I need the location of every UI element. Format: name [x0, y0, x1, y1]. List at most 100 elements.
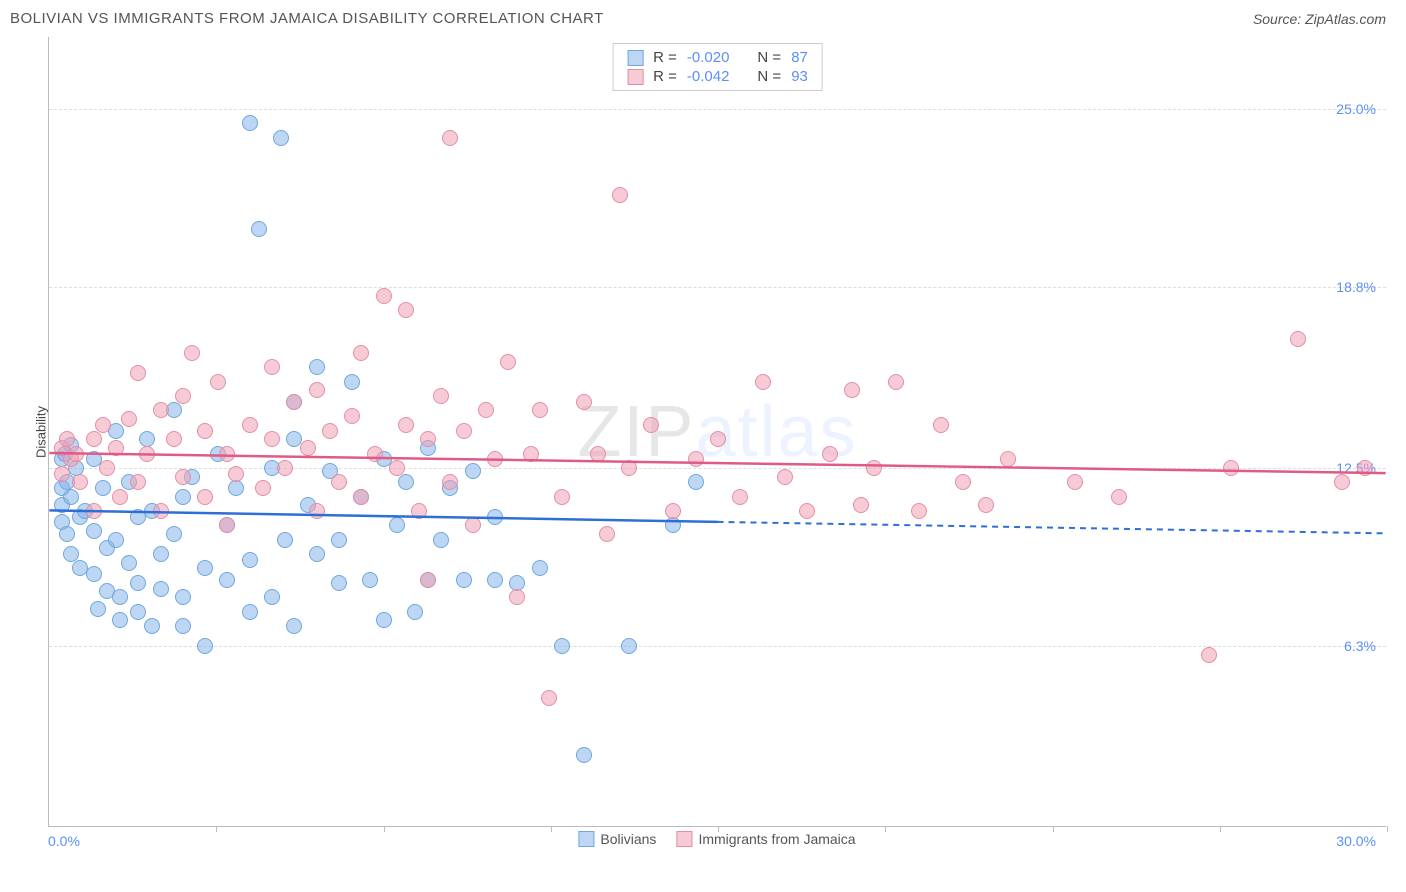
data-point-jamaica: [175, 388, 191, 404]
data-point-bolivians: [175, 618, 191, 634]
data-point-jamaica: [576, 394, 592, 410]
data-point-bolivians: [456, 572, 472, 588]
data-point-bolivians: [309, 546, 325, 562]
data-point-jamaica: [500, 354, 516, 370]
data-point-jamaica: [99, 460, 115, 476]
xtick: [1387, 826, 1388, 832]
data-point-bolivians: [130, 575, 146, 591]
data-point-bolivians: [166, 526, 182, 542]
data-point-jamaica: [599, 526, 615, 542]
data-point-bolivians: [621, 638, 637, 654]
data-point-jamaica: [420, 431, 436, 447]
data-point-jamaica: [219, 517, 235, 533]
data-point-jamaica: [286, 394, 302, 410]
data-point-jamaica: [1357, 460, 1373, 476]
data-point-bolivians: [362, 572, 378, 588]
data-point-jamaica: [433, 388, 449, 404]
data-point-bolivians: [90, 601, 106, 617]
data-point-jamaica: [59, 431, 75, 447]
data-point-jamaica: [1223, 460, 1239, 476]
data-point-bolivians: [108, 532, 124, 548]
data-point-jamaica: [411, 503, 427, 519]
data-point-bolivians: [242, 604, 258, 620]
data-point-jamaica: [844, 382, 860, 398]
data-point-jamaica: [108, 440, 124, 456]
source-attribution: Source: ZipAtlas.com: [1253, 11, 1386, 27]
data-point-jamaica: [688, 451, 704, 467]
data-point-jamaica: [112, 489, 128, 505]
data-point-bolivians: [331, 532, 347, 548]
data-point-bolivians: [487, 572, 503, 588]
data-point-bolivians: [112, 612, 128, 628]
x-axis-min: 0.0%: [48, 833, 80, 849]
data-point-bolivians: [112, 589, 128, 605]
data-point-jamaica: [309, 382, 325, 398]
data-point-bolivians: [688, 474, 704, 490]
plot-layer: [49, 37, 1386, 826]
data-point-jamaica: [1334, 474, 1350, 490]
y-axis-label: Disability: [34, 405, 49, 457]
data-point-jamaica: [978, 497, 994, 513]
data-point-jamaica: [353, 489, 369, 505]
data-point-jamaica: [86, 503, 102, 519]
data-point-bolivians: [465, 463, 481, 479]
data-point-jamaica: [1067, 474, 1083, 490]
data-point-jamaica: [643, 417, 659, 433]
data-point-jamaica: [1111, 489, 1127, 505]
data-point-bolivians: [277, 532, 293, 548]
data-point-jamaica: [228, 466, 244, 482]
data-point-bolivians: [407, 604, 423, 620]
data-point-jamaica: [487, 451, 503, 467]
data-point-jamaica: [376, 288, 392, 304]
data-point-jamaica: [621, 460, 637, 476]
data-point-jamaica: [322, 423, 338, 439]
data-point-bolivians: [554, 638, 570, 654]
data-point-bolivians: [153, 546, 169, 562]
data-point-jamaica: [933, 417, 949, 433]
data-point-jamaica: [822, 446, 838, 462]
data-point-jamaica: [478, 402, 494, 418]
data-point-jamaica: [590, 446, 606, 462]
data-point-jamaica: [732, 489, 748, 505]
data-point-jamaica: [309, 503, 325, 519]
data-point-jamaica: [264, 359, 280, 375]
data-point-jamaica: [777, 469, 793, 485]
legend-item-bolivians: Bolivians: [578, 831, 656, 847]
data-point-bolivians: [389, 517, 405, 533]
data-point-bolivians: [376, 612, 392, 628]
data-point-bolivians: [576, 747, 592, 763]
data-point-jamaica: [755, 374, 771, 390]
data-point-bolivians: [63, 546, 79, 562]
stats-row-bolivians: R = -0.020 N = 87: [627, 48, 808, 67]
data-point-jamaica: [130, 474, 146, 490]
data-point-bolivians: [273, 130, 289, 146]
data-point-bolivians: [63, 489, 79, 505]
data-point-jamaica: [175, 469, 191, 485]
data-point-jamaica: [1000, 451, 1016, 467]
data-point-jamaica: [389, 460, 405, 476]
data-point-bolivians: [433, 532, 449, 548]
data-point-jamaica: [153, 503, 169, 519]
data-point-jamaica: [955, 474, 971, 490]
data-point-bolivians: [197, 638, 213, 654]
data-point-jamaica: [866, 460, 882, 476]
legend-item-jamaica: Immigrants from Jamaica: [676, 831, 855, 847]
data-point-jamaica: [665, 503, 681, 519]
series-legend: Bolivians Immigrants from Jamaica: [578, 831, 855, 847]
data-point-jamaica: [532, 402, 548, 418]
data-point-bolivians: [251, 221, 267, 237]
data-point-jamaica: [442, 474, 458, 490]
data-point-jamaica: [72, 474, 88, 490]
data-point-jamaica: [523, 446, 539, 462]
data-point-jamaica: [420, 572, 436, 588]
data-point-bolivians: [286, 618, 302, 634]
swatch-jamaica: [627, 69, 643, 85]
data-point-jamaica: [130, 365, 146, 381]
data-point-jamaica: [612, 187, 628, 203]
data-point-bolivians: [86, 566, 102, 582]
data-point-bolivians: [153, 581, 169, 597]
data-point-jamaica: [1290, 331, 1306, 347]
data-point-jamaica: [166, 431, 182, 447]
data-point-jamaica: [1201, 647, 1217, 663]
data-point-bolivians: [487, 509, 503, 525]
